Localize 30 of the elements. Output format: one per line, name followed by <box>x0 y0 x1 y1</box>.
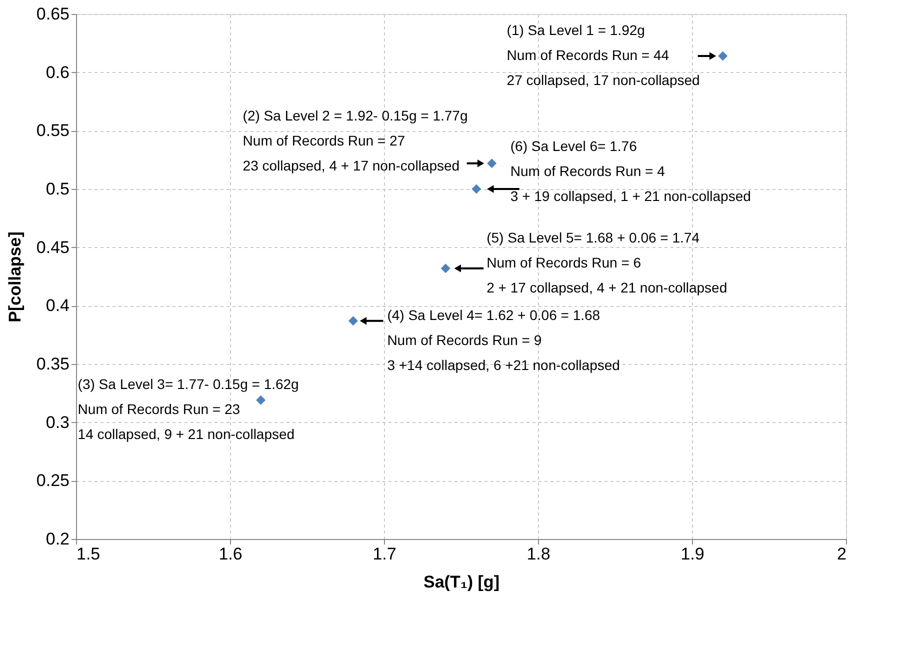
annotation: (6) Sa Level 6= 1.76 Num of Records Run = 4 3 + 19 collapsed, 1 + 21 non-collapsed <box>510 138 751 204</box>
point <box>472 184 482 194</box>
y-tick-label: 0.4 <box>46 296 70 316</box>
y-axis-title: P[collapse] <box>5 232 24 322</box>
x-tick-label: 1.5 <box>76 544 100 564</box>
annotation: (2) Sa Level 2 = 1.92- 0.15g = 1.77g Num of Records Run = 27 23 collapsed, 4 + 17 non-collapsed <box>242 107 468 174</box>
y-tick-label: 0.35 <box>36 354 70 374</box>
y-tick-label: 0.6 <box>46 62 70 82</box>
x-tick-label: 1.6 <box>218 544 242 564</box>
y-tick-label: 0.45 <box>36 238 70 257</box>
x-tick-label: 1.9 <box>680 544 704 564</box>
point <box>348 316 358 326</box>
x-tick-label: 2 <box>837 544 846 564</box>
annotation: (1) Sa Level 1 = 1.92g Num of Records Run = 44 27 collapsed, 17 non-collapsed <box>506 22 700 88</box>
x-tick-label: 1.7 <box>372 544 396 564</box>
y-tick-label: 0.65 <box>36 4 70 24</box>
point <box>718 51 728 61</box>
y-tick-label: 0.55 <box>36 121 70 140</box>
x-axis-title: Sa(T₁) [g] <box>424 572 500 592</box>
y-tick-label: 0.5 <box>46 180 70 198</box>
annotation: (4) Sa Level 4= 1.62 + 0.06 = 1.68 Num of Records Run = 9 3 +14 collapsed, 6 +21 non-collapsed <box>387 306 620 373</box>
annotation: (3) Sa Level 3= 1.77- 0.15g = 1.62g Num of Records Run = 23 14 collapsed, 9 + 21 non-collapsed <box>78 376 299 442</box>
y-tick-label: 0.25 <box>36 471 70 490</box>
point <box>440 264 450 274</box>
point <box>256 395 266 405</box>
y-tick-label: 0.3 <box>46 412 70 432</box>
point <box>487 158 497 168</box>
annotation: (5) Sa Level 5= 1.68 + 0.06 = 1.74 Num of Records Run = 6 2 + 17 collapsed, 4 + 21 non-collapsed <box>486 229 728 296</box>
y-tick-label: 0.2 <box>46 530 70 548</box>
x-tick-label: 1.8 <box>526 544 550 564</box>
